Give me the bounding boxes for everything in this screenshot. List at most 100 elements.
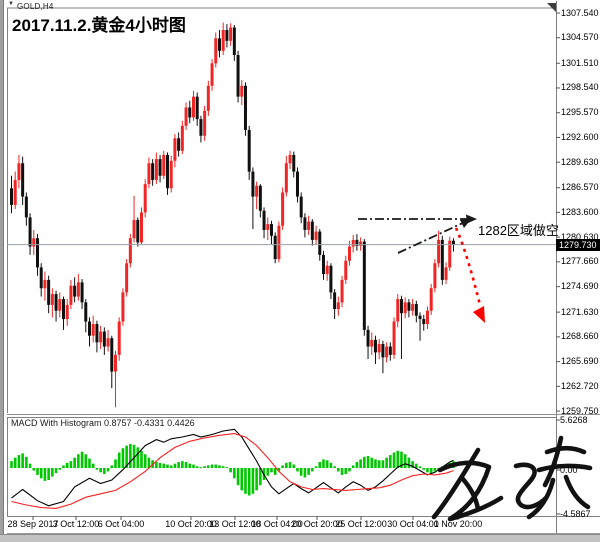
price-tick-label: 1271.630 — [561, 306, 599, 317]
macd-histogram-bar — [199, 467, 203, 469]
macd-histogram-bar — [58, 468, 62, 470]
price-tick-label: 1292.600 — [561, 131, 599, 142]
candle-body — [425, 310, 429, 325]
candle-body — [414, 304, 418, 316]
candle-body — [251, 171, 255, 197]
macd-histogram-bar — [136, 447, 140, 468]
candle-body — [125, 263, 129, 293]
signature-watermark — [431, 435, 593, 522]
candle-body — [307, 221, 311, 230]
macd-histogram-bar — [366, 455, 370, 468]
macd-histogram-bar — [285, 462, 288, 468]
candle-body — [195, 96, 199, 120]
candle-body — [333, 292, 337, 310]
macd-histogram-bar — [121, 448, 125, 468]
candle-body — [80, 282, 84, 303]
price-tick-label: 1289.630 — [561, 156, 599, 167]
candle-body — [329, 265, 333, 293]
candle-body — [221, 29, 225, 51]
window-border-bottom — [0, 534, 600, 542]
time-tick-label: 18 Oct 04:00 — [251, 519, 303, 529]
candle-body — [13, 179, 17, 205]
time-tick-label: 10 Oct 20:00 — [165, 519, 217, 529]
signature-stroke — [563, 474, 591, 510]
candle-body — [136, 219, 140, 243]
macd-histogram-bar — [370, 457, 374, 468]
candle-body — [173, 138, 177, 161]
macd-histogram-bar — [322, 459, 325, 468]
candle-body — [299, 196, 303, 218]
price-tick-label: 1265.690 — [561, 356, 599, 367]
candle-body — [344, 260, 348, 280]
price-tick-label: 1283.600 — [561, 206, 599, 217]
macd-histogram-bar — [229, 468, 232, 473]
candle-body — [362, 241, 366, 330]
candle-body — [403, 302, 407, 314]
candle-body — [117, 321, 121, 355]
macd-histogram-bar — [65, 462, 69, 468]
macd-histogram-bar — [162, 463, 166, 468]
candle-body — [385, 346, 389, 358]
candle-body — [448, 240, 452, 268]
symbol-label[interactable]: GOLD,H4 — [17, 2, 54, 11]
price-tick-label: 1298.540 — [561, 82, 599, 93]
macd-histogram-bar — [166, 464, 169, 468]
candle-body — [225, 29, 229, 41]
candle-body — [433, 263, 437, 289]
macd-histogram-bar — [32, 468, 36, 471]
candle-body — [154, 159, 158, 180]
macd-histogram-bar — [143, 454, 147, 468]
macd-histogram-bar — [255, 468, 258, 491]
current-price-badge: 1279.730 — [556, 238, 600, 251]
candle-body — [158, 159, 162, 176]
macd-histogram-bar — [236, 468, 240, 486]
time-tick-label: 20 Oct 20:00 — [291, 519, 343, 529]
macd-histogram-bar — [51, 468, 54, 477]
time-tick-label: 13 Oct 12:00 — [209, 519, 261, 529]
signature-stroke — [542, 435, 564, 488]
trend-line — [397, 220, 468, 254]
macd-histogram-bar — [158, 462, 162, 468]
annotation-layer — [7, 214, 556, 323]
candle-body — [229, 27, 233, 41]
price-tick-label: 1268.660 — [561, 331, 599, 342]
candle-body — [73, 285, 77, 297]
macd-histogram-bar — [311, 468, 314, 472]
macd-scale-label: 5.6268 — [560, 415, 588, 425]
macd-histogram-bar — [47, 468, 50, 481]
macd-histogram-bar — [318, 461, 322, 468]
time-tick-label: 28 Sep 2017 — [7, 519, 59, 529]
candle-body — [392, 321, 396, 355]
chart-shift-marker-icon[interactable] — [547, 3, 556, 12]
candle-body — [69, 285, 73, 305]
macd-histogram-bar — [333, 466, 336, 468]
macd-histogram-bar — [259, 468, 262, 486]
price-tick-label: 1295.570 — [561, 107, 599, 118]
candle-body — [39, 267, 43, 289]
candle-body — [292, 154, 296, 172]
macd-histogram-bar — [359, 459, 362, 468]
candle-body — [17, 163, 21, 180]
macd-histogram-bar — [184, 461, 188, 468]
macd-histogram-bar — [117, 452, 121, 468]
symbol-dropdown-icon[interactable]: ▼ — [8, 1, 14, 7]
macd-histogram-bar — [36, 468, 39, 475]
short-zone-annotation[interactable]: 1282区域做空 — [478, 223, 559, 238]
candle-body — [429, 288, 433, 311]
candle-body — [310, 221, 314, 240]
candle-body — [214, 38, 218, 64]
macd-histogram-bar — [195, 466, 199, 468]
candle-body — [177, 138, 181, 151]
macd-histogram-bar — [251, 468, 255, 494]
candle-body — [113, 354, 117, 372]
macd-histogram-bar — [385, 457, 388, 468]
candle-body — [347, 246, 351, 261]
candle-body — [61, 299, 65, 320]
candle-body — [284, 163, 288, 193]
macd-histogram-bar — [88, 458, 91, 468]
macd-histogram-bar — [303, 468, 307, 478]
candle-body — [240, 85, 244, 97]
macd-layer — [10, 428, 455, 509]
candle-body — [132, 219, 136, 239]
candle-body — [255, 185, 259, 197]
